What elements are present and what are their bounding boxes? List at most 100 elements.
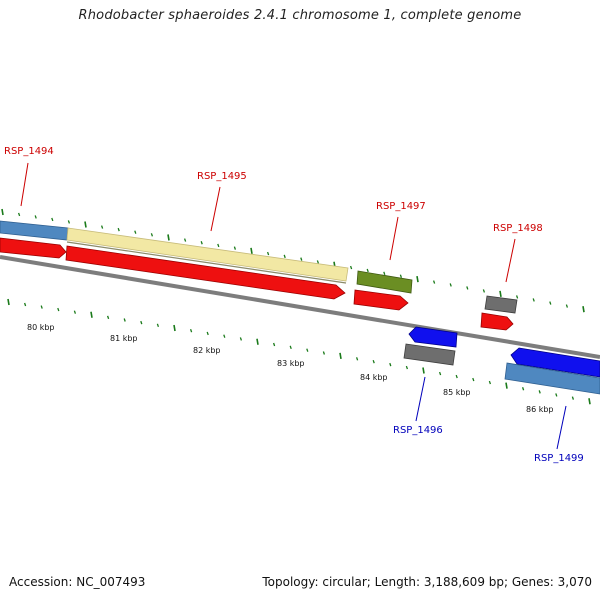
outer-minor-tick — [183, 238, 187, 242]
inner-minor-tick — [322, 351, 326, 355]
gene-feature-gray-1496[interactable] — [403, 343, 456, 366]
inner-minor-tick — [156, 323, 160, 328]
inner-minor-tick — [472, 377, 475, 382]
leader-rsp-1496 — [415, 376, 426, 422]
outer-minor-tick — [100, 225, 104, 229]
inner-minor-tick — [189, 328, 193, 333]
inner-minor-tick — [488, 380, 492, 385]
inner-minor-tick — [23, 302, 27, 307]
inner-minor-tick — [40, 305, 43, 309]
inner-minor-tick — [355, 357, 359, 361]
gene-label-rsp-1497[interactable]: RSP_1497 — [376, 201, 426, 212]
gene-feature-blue-2[interactable] — [510, 347, 600, 378]
gene-feature-cream-shadow — [66, 241, 347, 284]
inner-major-tick — [339, 352, 342, 360]
genome-summary-text: Topology: circular; Length: 3,188,609 bp… — [262, 575, 592, 589]
outer-minor-tick — [432, 280, 436, 284]
outer-minor-tick — [67, 220, 71, 224]
gene-feature-gray-right[interactable] — [484, 295, 518, 314]
inner-major-tick — [256, 338, 259, 345]
inner-minor-tick — [455, 374, 458, 379]
inner-minor-tick — [106, 315, 110, 320]
outer-minor-tick — [17, 212, 21, 217]
leader-rsp-1494 — [20, 162, 29, 207]
outer-major-tick — [416, 275, 419, 283]
inner-minor-tick — [140, 320, 143, 325]
outer-minor-tick — [300, 257, 303, 261]
inner-minor-tick — [438, 371, 442, 376]
outer-major-tick — [1, 208, 4, 216]
gene-feature-steelblue-right[interactable] — [504, 362, 600, 395]
inner-tick-marks — [7, 298, 591, 405]
outer-minor-tick — [34, 215, 37, 219]
outer-tick-marks — [1, 208, 585, 313]
inner-minor-tick — [73, 310, 77, 314]
outer-minor-tick — [233, 246, 237, 250]
inner-minor-tick — [405, 365, 409, 370]
inner-minor-tick — [239, 337, 243, 341]
inner-major-tick — [422, 367, 425, 374]
inner-minor-tick — [571, 396, 575, 400]
gene-feature-olive[interactable] — [356, 270, 413, 294]
outer-major-tick — [582, 306, 585, 313]
scale-label-81: 81 kbp — [110, 334, 138, 343]
scale-label-86: 86 kbp — [526, 405, 554, 414]
inner-minor-tick — [206, 331, 209, 336]
gene-feature-red-3[interactable] — [353, 289, 409, 311]
leader-rsp-1495 — [210, 186, 221, 232]
outer-minor-tick — [399, 274, 403, 278]
inner-major-tick — [173, 324, 176, 332]
gene-label-rsp-1496[interactable]: RSP_1496 — [393, 425, 443, 436]
outer-minor-tick — [482, 289, 486, 293]
gene-label-rsp-1499[interactable]: RSP_1499 — [534, 453, 584, 464]
outer-minor-tick — [366, 268, 369, 273]
gene-label-rsp-1495[interactable]: RSP_1495 — [197, 171, 247, 182]
outer-minor-tick — [150, 233, 154, 237]
gene-feature-red-1[interactable] — [0, 237, 67, 259]
outer-minor-tick — [117, 227, 120, 232]
inner-minor-tick — [289, 345, 292, 350]
outer-minor-tick — [266, 251, 270, 256]
scale-label-80: 80 kbp — [27, 323, 55, 332]
inner-minor-tick — [521, 387, 525, 391]
inner-minor-tick — [389, 362, 392, 367]
outer-minor-tick — [565, 304, 569, 308]
outer-minor-tick — [316, 260, 320, 264]
outer-minor-tick — [349, 265, 353, 270]
scale-label-84: 84 kbp — [360, 373, 388, 382]
outer-minor-tick — [51, 217, 54, 222]
inner-minor-tick — [223, 334, 226, 338]
leader-rsp-1498 — [505, 238, 516, 283]
gene-feature-cream[interactable] — [66, 227, 349, 282]
genome-backbone — [0, 255, 600, 359]
outer-minor-tick — [532, 298, 535, 302]
outer-minor-tick — [283, 254, 286, 259]
outer-minor-tick — [200, 241, 203, 245]
accession-text: Accession: NC_007493 — [9, 575, 146, 589]
inner-minor-tick — [306, 348, 309, 352]
outer-major-tick — [167, 234, 170, 241]
gene-feature-steelblue-left[interactable] — [0, 220, 69, 241]
outer-major-tick — [84, 221, 87, 228]
scale-label-85: 85 kbp — [443, 388, 471, 397]
outer-major-tick — [250, 247, 253, 254]
inner-minor-tick — [538, 390, 541, 394]
outer-minor-tick — [549, 301, 552, 305]
gene-feature-red-2[interactable] — [65, 245, 346, 300]
gene-label-rsp-1494[interactable]: RSP_1494 — [4, 146, 54, 157]
page-title: Rhodobacter sphaeroides 2.4.1 chromosome… — [78, 8, 522, 23]
inner-major-tick — [505, 382, 508, 389]
gene-label-rsp-1498[interactable]: RSP_1498 — [493, 223, 543, 234]
gene-feature-red-4[interactable] — [480, 312, 514, 331]
outer-minor-tick — [134, 230, 137, 234]
inner-major-tick — [7, 298, 10, 306]
gene-feature-blue-1[interactable] — [408, 326, 458, 348]
inner-minor-tick — [123, 318, 126, 322]
inner-minor-tick — [372, 359, 375, 364]
outer-minor-tick — [383, 271, 386, 276]
scale-label-82: 82 kbp — [193, 346, 221, 355]
leader-rsp-1499 — [556, 405, 567, 450]
outer-major-tick — [499, 290, 502, 298]
